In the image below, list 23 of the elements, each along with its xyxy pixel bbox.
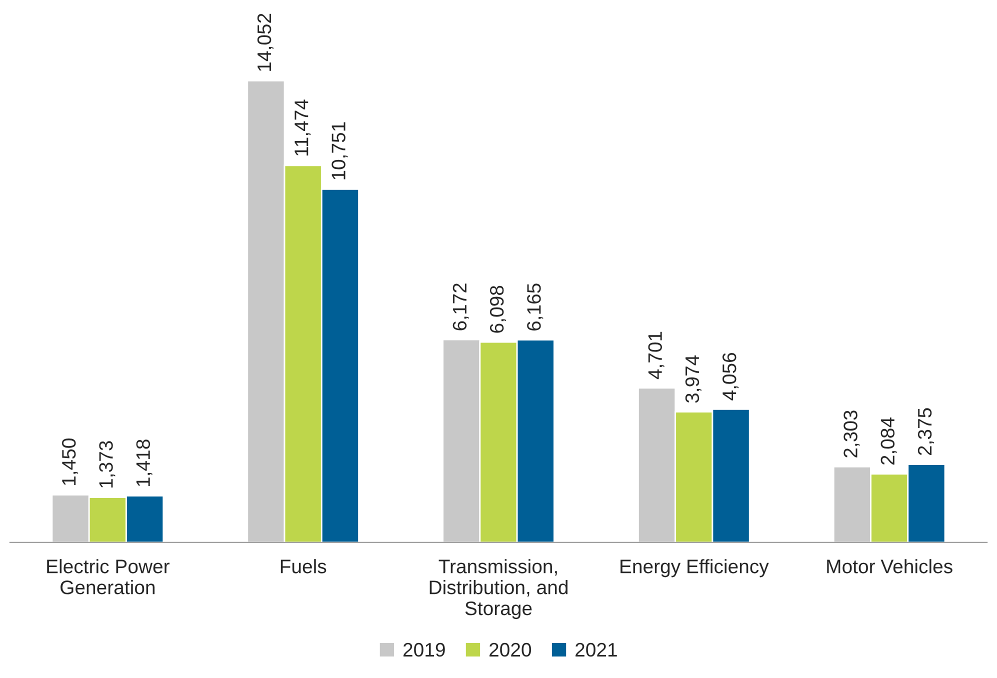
data-label: 2,375 [918,408,934,456]
data-label: 10,751 [332,122,348,180]
x-tick-label: Motor Vehicles [827,559,952,574]
data-label: 2,084 [880,418,897,465]
x-tick-label: Electric Power Generation [47,559,170,594]
x-tick-label: Transmission, Distribution, and Storage [430,559,568,620]
data-label: 14,052 [257,14,274,71]
x-tick-label: Energy Efficiency [620,559,769,578]
data-label: 1,418 [136,440,152,486]
legend-label: 2019 [403,642,445,657]
data-label: 11,474 [294,100,311,156]
data-label: 3,974 [685,355,702,403]
data-label: 6,098 [490,286,506,333]
data-label: 4,056 [722,352,739,400]
data-label: 6,165 [527,284,544,330]
legend-label: 2020 [490,642,532,657]
x-tick-label: Fuels [280,559,326,574]
data-label: 2,303 [844,410,860,458]
data-label: 6,172 [452,284,469,330]
data-label: 1,450 [62,438,78,485]
legend-label: 2021 [576,642,617,657]
data-label: 1,373 [99,441,116,488]
data-label: 4,701 [648,332,664,380]
